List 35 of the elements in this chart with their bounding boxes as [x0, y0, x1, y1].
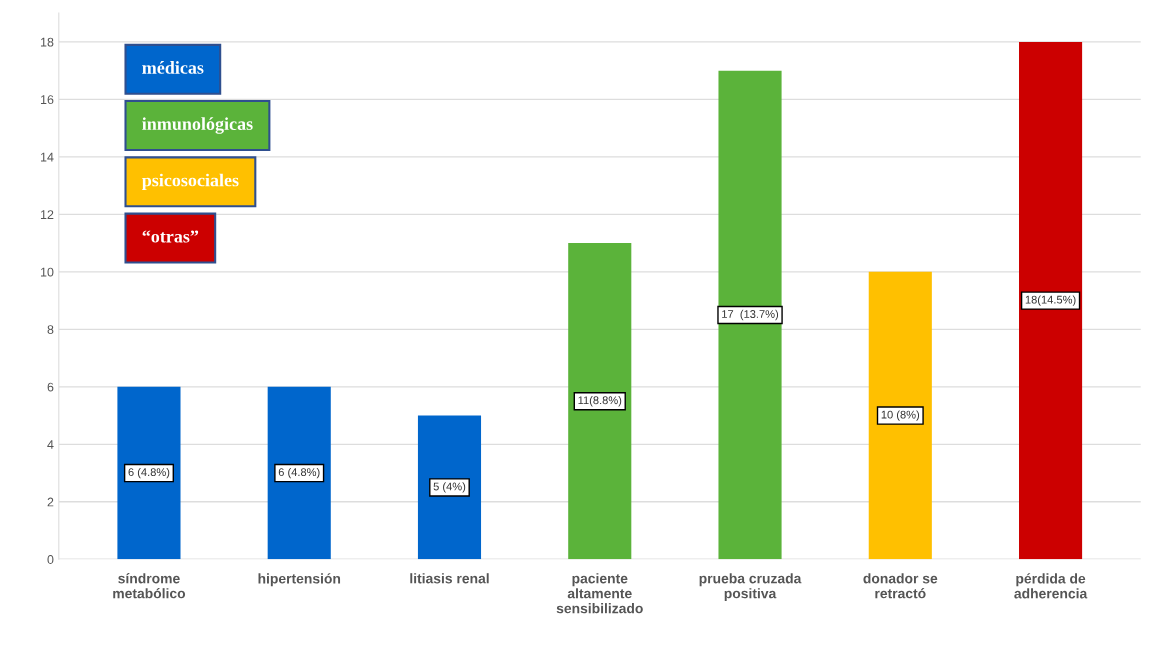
text: médicas	[142, 61, 204, 74]
bar	[117, 386, 181, 560]
data-label: 10 (8%)	[881, 410, 920, 421]
bar	[417, 415, 482, 560]
bar	[868, 271, 932, 560]
y-tick-label: 12	[40, 210, 54, 219]
y-tick-label: 14	[40, 152, 54, 162]
data-label: 17 (13.7%)	[722, 309, 779, 321]
y-tick-label: 16	[40, 95, 54, 105]
y-tick-label: 18	[40, 37, 54, 47]
data-label: 11(8.8%)	[578, 396, 622, 407]
y-tick-label: 6	[47, 382, 54, 392]
bar	[718, 70, 782, 560]
x-tick-label: litiasis renal	[410, 573, 489, 584]
data-label: 18(14.5%)	[1025, 295, 1076, 306]
y-tick-label: 0	[47, 555, 54, 564]
text: psicosociales	[141, 173, 239, 191]
bar	[267, 386, 331, 560]
data-label: 6 (4.8%)	[278, 467, 320, 479]
x-tick-label: hipertensión	[258, 573, 341, 587]
data-label: 5 (4%)	[433, 482, 466, 493]
bar	[1019, 41, 1083, 560]
text: inmunológicas	[142, 117, 253, 134]
x-tick-label: prueba cruzada positiva	[699, 573, 802, 602]
y-tick-label: 2	[47, 497, 54, 507]
text: “otras”	[142, 230, 199, 243]
x-tick-label: síndrome metabólico	[113, 573, 186, 599]
bar	[568, 243, 632, 560]
y-tick-label: 4	[47, 440, 54, 449]
x-tick-label: donador se retractó	[863, 573, 938, 599]
data-label: 6 (4.8%)	[128, 467, 170, 479]
x-tick-label: pérdida de adherencia	[1014, 573, 1088, 599]
y-tick-label: 10	[40, 267, 54, 277]
x-tick-label: paciente altamente sensibilizado	[556, 573, 643, 614]
y-tick-label: 8	[47, 325, 54, 334]
